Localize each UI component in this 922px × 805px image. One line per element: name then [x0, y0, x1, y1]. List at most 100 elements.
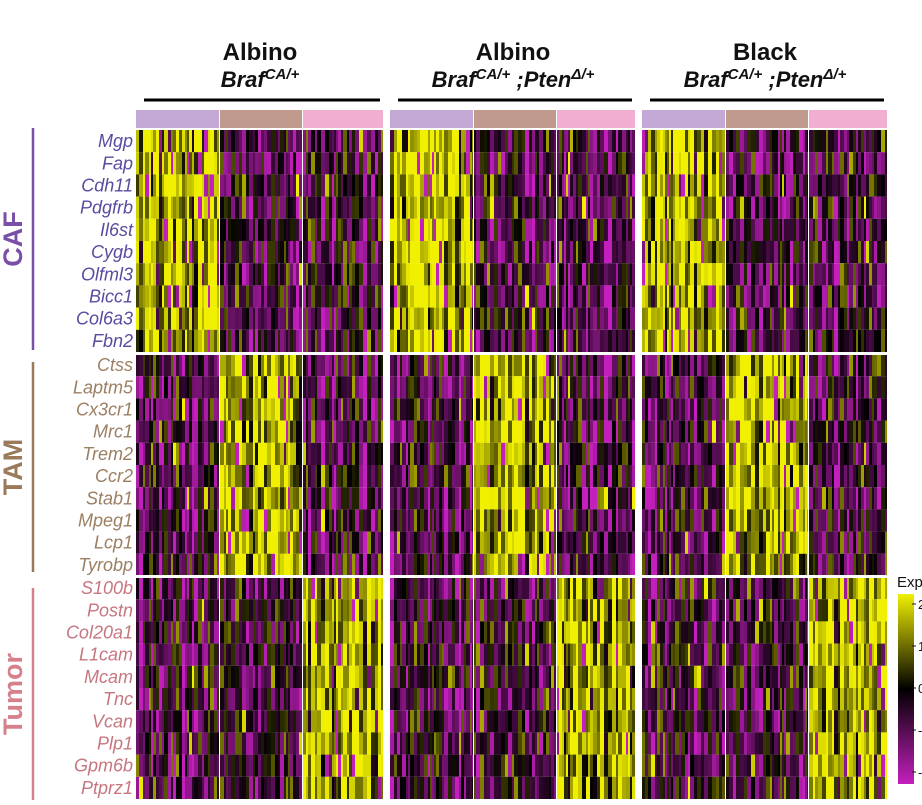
heatmap-cell	[378, 307, 382, 330]
heatmap-cell	[151, 285, 154, 308]
heatmap-cell	[242, 643, 247, 666]
heatmap-cell	[278, 776, 281, 799]
heatmap-cell	[490, 398, 495, 421]
heatmap-cell	[537, 152, 540, 175]
heatmap-cell	[408, 688, 411, 711]
heatmap-cell	[508, 241, 513, 264]
heatmap-cell	[231, 643, 236, 666]
heatmap-cell	[359, 442, 364, 465]
heatmap-cell	[347, 329, 350, 352]
heatmap-cell	[466, 710, 471, 733]
heatmap-cell	[143, 509, 146, 532]
heatmap-cell	[208, 621, 211, 644]
heatmap-cell	[408, 218, 411, 241]
heatmap-cell	[564, 509, 567, 532]
heatmap-cell	[626, 241, 629, 264]
heatmap-cell	[436, 553, 440, 576]
heatmap-cell	[343, 196, 348, 219]
heatmap-cell	[573, 465, 577, 488]
heatmap-cell	[612, 754, 617, 777]
heatmap-cell	[198, 196, 203, 219]
heatmap-cell	[588, 376, 591, 399]
heatmap-cell	[359, 263, 364, 286]
heatmap-cell	[505, 465, 509, 488]
heatmap-cell	[381, 354, 384, 377]
heatmap-cell	[444, 621, 449, 644]
heatmap-cell	[286, 420, 289, 443]
heatmap-cell	[208, 285, 211, 308]
heatmap-cell	[428, 174, 431, 197]
heatmap-cell	[424, 130, 429, 153]
heatmap-cell	[604, 174, 609, 197]
heatmap-cell	[420, 329, 425, 352]
heatmap-cell	[253, 376, 256, 399]
heatmap-cell	[414, 531, 418, 554]
heatmap-cell	[608, 665, 613, 688]
heatmap-cell	[194, 509, 199, 532]
heatmap-cell	[430, 553, 433, 576]
heatmap-cell	[394, 599, 398, 622]
heatmap-cell	[626, 420, 629, 443]
heatmap-cell	[514, 420, 519, 443]
heatmap-cell	[189, 553, 193, 576]
heatmap-cell	[176, 196, 180, 219]
heatmap-cell	[296, 732, 300, 755]
heatmap-cell	[582, 732, 587, 755]
heatmap-cell	[564, 307, 567, 330]
heatmap-cell	[168, 643, 172, 666]
heatmap-cell	[470, 487, 473, 510]
heatmap-cell	[329, 285, 333, 308]
heatmap-cell	[508, 174, 513, 197]
heatmap-cell	[512, 196, 515, 219]
heatmap-cell	[568, 665, 571, 688]
heatmap-cell	[498, 196, 502, 219]
heatmap-cell	[525, 130, 530, 153]
heatmap-cell	[306, 398, 309, 421]
heatmap-cell	[432, 643, 435, 666]
heatmap-cell	[189, 688, 193, 711]
heatmap-cell	[149, 621, 152, 644]
heatmap-cell	[642, 354, 646, 377]
heatmap-cell	[630, 577, 633, 600]
heatmap-cell	[461, 621, 465, 644]
heatmap-cell	[428, 665, 431, 688]
heatmap-cell	[466, 643, 471, 666]
heatmap-cell	[325, 130, 330, 153]
heatmap-cell	[551, 285, 555, 308]
heatmap-cell	[543, 354, 547, 377]
heatmap-cell	[162, 354, 165, 377]
heatmap-cell	[246, 241, 250, 264]
heatmap-cell	[355, 688, 360, 711]
heatmap-cell	[522, 732, 526, 755]
heatmap-cell	[549, 354, 552, 377]
heatmap-cell	[484, 196, 488, 219]
heatmap-cell	[255, 354, 259, 377]
heatmap-cell	[136, 732, 140, 755]
heatmap-cell	[303, 354, 307, 377]
heatmap-cell	[529, 710, 533, 733]
heatmap-cell	[325, 732, 330, 755]
heatmap-cell	[455, 285, 460, 308]
heatmap-cell	[315, 241, 318, 264]
heatmap-cell	[408, 354, 411, 377]
heatmap-cell	[375, 776, 379, 799]
heatmap-cell	[145, 130, 150, 153]
heatmap-cell	[214, 152, 218, 175]
heatmap-cell	[329, 465, 333, 488]
heatmap-cell	[271, 285, 276, 308]
heatmap-cell	[202, 553, 205, 576]
heatmap-cell	[179, 487, 183, 510]
heatmap-cell	[278, 130, 281, 153]
heatmap-cell	[341, 553, 344, 576]
heatmap-cell	[253, 329, 256, 352]
heatmap-cell	[590, 263, 594, 286]
heatmap-cell	[487, 754, 491, 777]
heatmap-cell	[518, 218, 523, 241]
heatmap-cell	[600, 218, 605, 241]
heatmap-cell	[139, 174, 144, 197]
heatmap-cell	[208, 130, 211, 153]
heatmap-cell	[562, 487, 565, 510]
heatmap-cell	[626, 354, 629, 377]
heatmap-cell	[187, 307, 190, 330]
heatmap-cell	[210, 509, 215, 532]
